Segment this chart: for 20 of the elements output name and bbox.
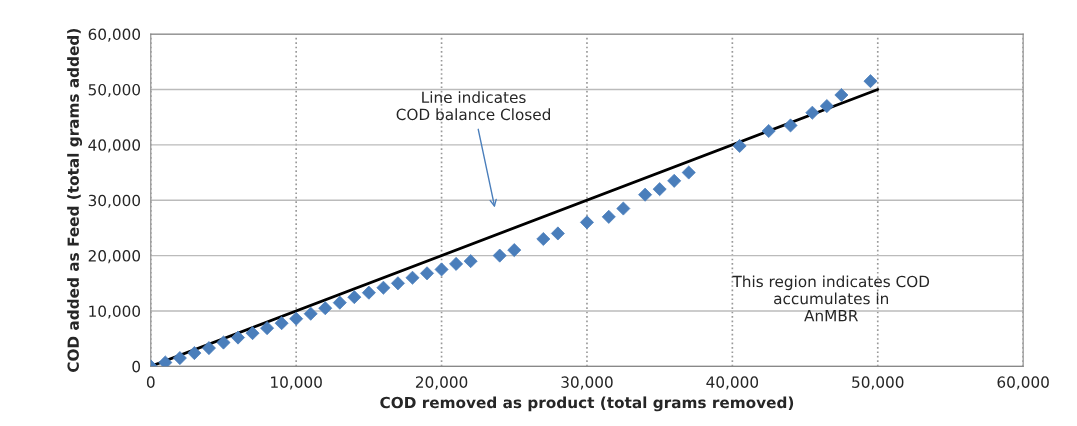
x-tick-label: 50,000 <box>852 376 904 390</box>
annotation: Line indicates COD balance Closed <box>396 91 550 121</box>
y-tick-label: 10,000 <box>89 305 141 319</box>
point <box>652 182 667 197</box>
x-tick-label: 30,000 <box>561 376 613 390</box>
y-tick-label: 0 <box>132 360 141 373</box>
y-tick-label: 40,000 <box>88 139 141 153</box>
x-tick-label: 40,000 <box>706 376 759 390</box>
point <box>347 290 362 305</box>
x-axis-title: COD removed as product (total grams removed) <box>380 396 794 412</box>
x-tick-label: 10,000 <box>271 376 322 390</box>
y-tick-label: 30,000 <box>88 194 141 208</box>
x-tick-label: 0 <box>146 376 155 388</box>
x-tick-label: 60,000 <box>997 376 1049 390</box>
y-tick-label: 60,000 <box>88 28 141 42</box>
y-tick-label: 20,000 <box>88 250 141 264</box>
annotation: This region indicates COD accumulates in AnMBR <box>732 275 930 322</box>
x-tick-label: 20,000 <box>415 376 468 390</box>
y-axis-title: COD added as Feed (total grams added) <box>67 29 83 372</box>
y-tick-label: 50,000 <box>88 83 141 98</box>
